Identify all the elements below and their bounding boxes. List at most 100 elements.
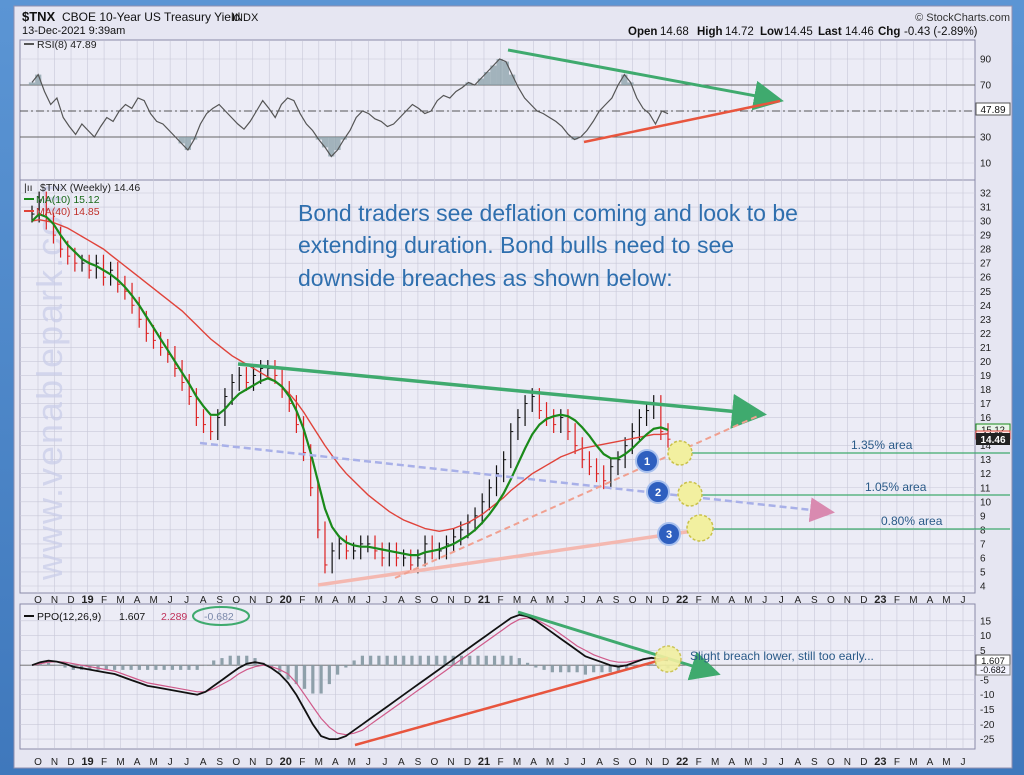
x-tick-label: J (762, 757, 767, 768)
price-label-icon: |ıı (24, 182, 33, 194)
ppo-histogram-bar (583, 665, 588, 675)
y-tick-label: 7 (980, 539, 986, 550)
rsi-extreme-shade (35, 74, 42, 85)
x-tick-label: O (827, 595, 835, 606)
y-tick-label: 70 (980, 81, 992, 92)
source-label: © StockCharts.com (915, 12, 1010, 24)
x-tick-label: J (168, 595, 173, 606)
x-tick-label: A (134, 595, 141, 606)
y-tick-label: 10 (980, 497, 992, 508)
y-tick-label: 8 (980, 525, 986, 536)
ppo-histogram-bar (608, 665, 612, 673)
price-label: $TNX (Weekly) 14.46 (40, 182, 140, 194)
y-tick-label: 9 (980, 511, 986, 522)
x-tick-label: S (216, 595, 223, 606)
rsi-green-trend-arrow (507, 48, 784, 111)
price-panel (19, 179, 976, 594)
symbol-label: $TNX (22, 9, 56, 24)
ppo-histogram-bar (228, 655, 232, 666)
x-tick-label: M (909, 595, 917, 606)
y-tick-label: 24 (980, 301, 992, 312)
x-tick-label: S (415, 757, 422, 768)
ppo-histogram-bar (129, 665, 133, 670)
x-tick-label: J (581, 595, 586, 606)
annotation-text: Bond traders see deflation coming and lo… (298, 200, 798, 291)
x-tick-label: O (827, 757, 835, 768)
ppo-histogram-bar (525, 662, 530, 666)
ppo-panel (19, 603, 976, 750)
histogram-value: -0.682 (204, 611, 234, 623)
x-tick-label: 19 (81, 756, 93, 768)
y-tick-label: 5 (980, 567, 986, 578)
rsi-tag-box (975, 102, 1011, 116)
level-2-marker (646, 480, 670, 504)
x-tick-label: M (711, 595, 719, 606)
y-tick-label: 32 (980, 189, 992, 200)
x-tick-label: A (927, 595, 934, 606)
rsi-value-tag: 47.89 (975, 102, 1011, 116)
watermark: www.venablepark.com (29, 182, 70, 581)
ppo-label: PPO(12,26,9) (37, 611, 101, 623)
x-tick-label: M (744, 595, 752, 606)
ppo-histogram-bar (534, 665, 538, 668)
rsi-extreme-shade (465, 82, 472, 85)
ppo-histogram-bar (146, 665, 150, 670)
y-tick-label: -25 (980, 735, 995, 746)
chg-label: Chg (878, 26, 900, 38)
x-tick-label: J (961, 595, 966, 606)
x-tick-label: F (894, 595, 900, 606)
watermark-text: www.venablepark.com (29, 182, 70, 581)
ppo-histogram-bar (63, 665, 67, 668)
last-tag-text: 14.46 (980, 435, 1005, 446)
rsi-extreme-shade (477, 78, 485, 85)
x-tick-label: D (662, 757, 669, 768)
x-tick-label: J (382, 595, 387, 606)
ppo-histogram-bar (616, 665, 621, 673)
y-tick-label: 14 (980, 441, 992, 452)
y-tick-label: 21 (980, 343, 992, 354)
x-tick-label: A (794, 595, 801, 606)
ppo-histogram-bar (501, 655, 505, 666)
x-tick-label: A (200, 757, 207, 768)
ppo-histogram-bar (567, 665, 571, 673)
ppo-histogram-bar (294, 665, 298, 685)
level-2-marker-label: 2 (655, 487, 661, 499)
ppo-histogram-bar (385, 655, 389, 666)
ppo-histogram-bar (336, 665, 340, 675)
x-tick-label: D (860, 595, 867, 606)
x-tick-label: O (34, 757, 42, 768)
x-tick-label: D (662, 595, 669, 606)
open-value: 14.68 (660, 26, 689, 38)
price-red-dashed-trendline (394, 414, 761, 579)
y-tick-label: 17 (980, 399, 992, 410)
ppo-red-trendline (354, 656, 669, 747)
ppo-histogram-bar (203, 665, 208, 666)
x-tick-label: N (249, 757, 256, 768)
x-tick-label: M (546, 595, 554, 606)
rsi-extreme-shade (490, 65, 497, 85)
x-tick-label: J (382, 757, 387, 768)
date-label: 13-Dec-2021 9:39am (22, 25, 125, 37)
rsi-tag-text: 47.89 (980, 105, 1005, 116)
ppo-histogram-bar (393, 655, 398, 666)
level-1-label: 1.35% area (851, 438, 913, 452)
y-tick-label: -10 (980, 690, 995, 701)
ppo-histogram-bar (88, 665, 92, 670)
ppo-histogram-bar (559, 665, 563, 673)
ppo-histogram-bar (410, 655, 414, 666)
ppo-value-tags: 1.607 -0.682 (975, 654, 1011, 676)
x-tick-label: M (116, 595, 124, 606)
rsi-label: RSI(8) 47.89 (37, 39, 97, 51)
low-value: 14.45 (784, 26, 813, 38)
y-tick-label: 31 (980, 203, 992, 214)
ppo-tag-text: 1.607 (981, 656, 1005, 667)
y-tick-label: -5 (980, 675, 989, 686)
y-tick-label: 23 (980, 315, 992, 326)
ppo-histogram-bar (344, 665, 348, 668)
x-tick-label: F (299, 757, 305, 768)
x-tick-label: A (134, 757, 141, 768)
ppo-histogram-bar (195, 665, 199, 670)
ppo-value: 1.607 (119, 611, 145, 623)
ppo-histogram-bar (220, 658, 224, 666)
